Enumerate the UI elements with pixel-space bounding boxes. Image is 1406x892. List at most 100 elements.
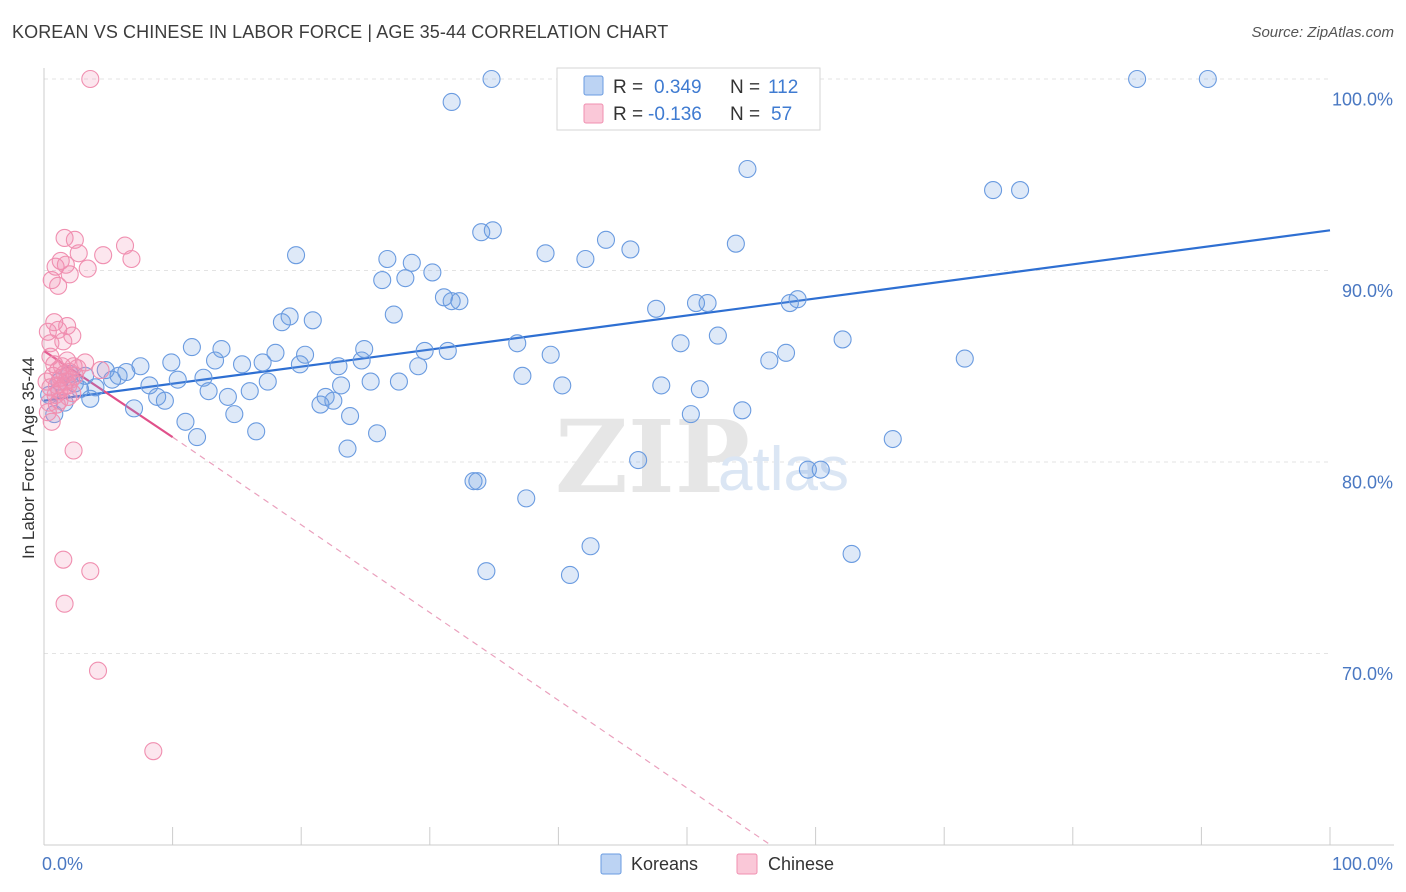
point-koreans (798, 460, 817, 479)
y-tick-label: 90.0% (1342, 281, 1393, 301)
point-chinese (63, 326, 82, 345)
point-koreans (477, 562, 496, 581)
point-koreans (536, 244, 555, 263)
legend-r-value-chinese: -0.136 (648, 104, 702, 125)
point-chinese (59, 387, 78, 406)
point-koreans (225, 405, 244, 424)
point-koreans (438, 341, 457, 360)
point-chinese (55, 594, 74, 613)
point-koreans (690, 380, 709, 399)
point-chinese (64, 441, 83, 460)
x-tick-label: 100.0% (1332, 854, 1393, 874)
point-koreans (708, 326, 727, 345)
point-koreans (733, 401, 752, 420)
point-koreans (324, 391, 343, 410)
point-koreans (187, 428, 207, 447)
point-koreans (984, 181, 1003, 200)
point-koreans (560, 565, 580, 585)
point-koreans (352, 351, 371, 370)
point-koreans (553, 376, 572, 395)
point-koreans (332, 376, 351, 395)
point-koreans (581, 537, 600, 556)
point-chinese (50, 391, 69, 410)
point-koreans (726, 234, 745, 253)
point-koreans (247, 422, 266, 441)
point-chinese (69, 244, 88, 263)
y-tick-label: 80.0% (1342, 473, 1393, 493)
point-koreans (788, 290, 807, 309)
point-chinese (65, 230, 84, 249)
bottom-legend-label-chinese[interactable]: Chinese (768, 854, 834, 874)
point-koreans (232, 355, 252, 374)
point-koreans (258, 372, 277, 391)
point-koreans (883, 429, 902, 449)
point-koreans (266, 343, 285, 362)
legend-r-label-chinese: R = (613, 104, 643, 125)
bottom-legend-label-koreans[interactable]: Koreans (631, 854, 698, 874)
point-koreans (647, 299, 666, 318)
point-chinese (78, 259, 97, 278)
point-koreans (396, 269, 415, 288)
point-koreans (218, 387, 237, 406)
point-chinese (88, 661, 108, 680)
point-koreans (833, 330, 852, 349)
point-koreans (576, 249, 595, 269)
point-koreans (423, 263, 442, 282)
watermark: ZIP atlas (555, 398, 849, 516)
bottom-legend-swatch-koreans[interactable] (600, 853, 622, 875)
legend-n-value-koreans: 112 (768, 77, 798, 98)
axes (43, 68, 1394, 846)
point-koreans (415, 341, 434, 360)
point-koreans (378, 249, 397, 269)
point-koreans (629, 451, 648, 470)
point-koreans (155, 391, 174, 410)
point-koreans (303, 311, 322, 330)
trendline-koreans (43, 229, 1331, 402)
point-koreans (86, 378, 105, 397)
point-koreans (240, 382, 259, 401)
legend-r-label-koreans: R = (613, 77, 643, 98)
point-chinese (122, 249, 141, 269)
point-koreans (464, 472, 483, 491)
point-koreans (442, 292, 461, 311)
point-chinese (56, 255, 75, 274)
point-koreans (373, 271, 392, 290)
point-chinese (91, 361, 110, 380)
source-label: Source: ZipAtlas.com (1251, 24, 1394, 41)
y-tick-label: 70.0% (1342, 664, 1393, 684)
point-koreans (442, 92, 461, 112)
legend-swatch-koreans (583, 75, 604, 96)
point-koreans (842, 544, 861, 563)
point-chinese (54, 332, 73, 351)
point-koreans (776, 343, 796, 362)
point-koreans (194, 368, 213, 387)
point-koreans (162, 353, 181, 372)
point-koreans (287, 246, 306, 265)
point-koreans (450, 292, 469, 311)
tick-labels: 100.0% 90.0% 80.0% 70.0% 0.0% 100.0% (42, 90, 1393, 875)
point-chinese (41, 347, 60, 366)
y-tick-label: 100.0% (1332, 90, 1393, 110)
point-chinese (60, 265, 79, 284)
point-koreans (199, 382, 218, 401)
point-koreans (176, 412, 195, 431)
watermark-atlas: atlas (718, 435, 849, 504)
point-koreans (182, 338, 201, 357)
point-koreans (402, 253, 421, 272)
point-koreans (389, 372, 408, 391)
point-koreans (508, 334, 527, 353)
point-chinese (94, 246, 113, 265)
point-koreans (131, 357, 150, 376)
point-koreans (483, 221, 502, 240)
series-legend: Koreans Chinese (600, 853, 834, 875)
bottom-legend-swatch-chinese[interactable] (736, 853, 758, 875)
x-tick-label: 0.0% (42, 854, 83, 874)
point-koreans (205, 351, 225, 370)
point-koreans (280, 307, 299, 326)
point-chinese (49, 276, 68, 295)
data-points (37, 69, 1217, 761)
point-koreans (621, 240, 640, 259)
point-koreans (341, 406, 360, 426)
legend-n-label-chinese: N = (730, 104, 760, 125)
point-koreans (681, 405, 700, 424)
